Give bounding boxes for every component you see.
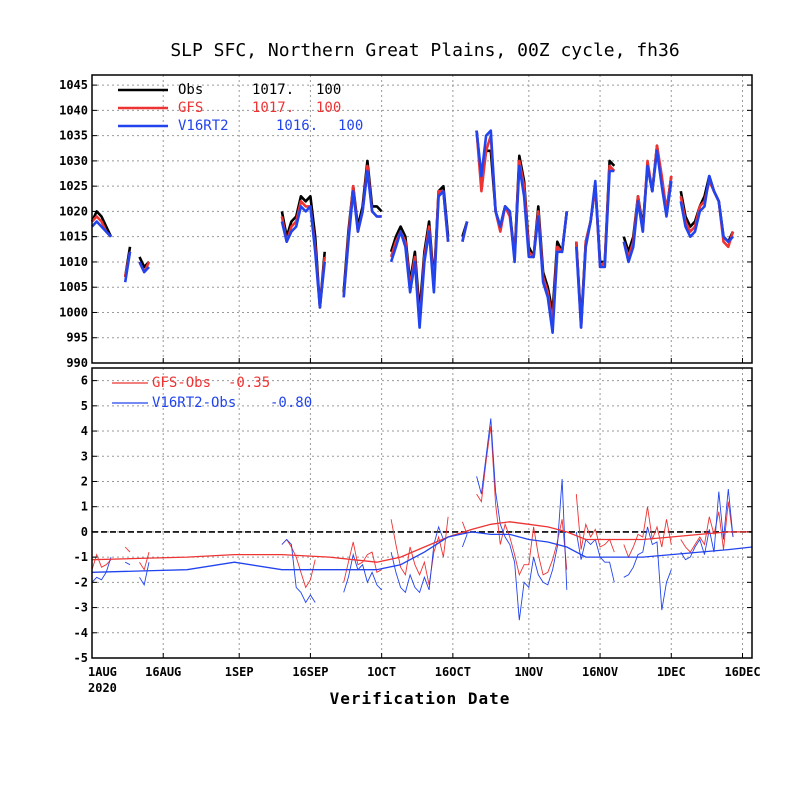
y-tick-label: 1000 bbox=[59, 305, 88, 319]
y-tick-label: 1 bbox=[81, 500, 88, 514]
series-line-v16rt2 bbox=[461, 221, 469, 242]
y-tick-label: 990 bbox=[66, 356, 88, 370]
y-tick-label: 1005 bbox=[59, 280, 88, 294]
y-tick-label: -1 bbox=[74, 550, 88, 564]
y-tick-label: -5 bbox=[74, 651, 88, 665]
y-tick-label: 1020 bbox=[59, 204, 88, 218]
daily-difference-line bbox=[390, 516, 449, 585]
y-tick-label: 1025 bbox=[59, 179, 88, 193]
daily-difference-line bbox=[623, 526, 672, 611]
series-line-v16rt2 bbox=[575, 169, 615, 329]
x-tick-label: 1AUG bbox=[88, 665, 117, 679]
y-tick-label: 1045 bbox=[59, 78, 88, 92]
daily-difference-line bbox=[461, 534, 468, 548]
legend-count: 100 bbox=[316, 100, 341, 116]
x-tick-label: 1OCT bbox=[367, 665, 396, 679]
daily-difference-line bbox=[124, 561, 131, 566]
legend-mean: 1017. bbox=[252, 100, 294, 116]
x-tick-label: 16SEP bbox=[292, 665, 328, 679]
series-line-v16rt2 bbox=[622, 149, 673, 264]
y-tick-label: -4 bbox=[74, 626, 88, 640]
y-tick-label: 1030 bbox=[59, 154, 88, 168]
series-line-obs bbox=[475, 130, 569, 314]
daily-difference-line bbox=[575, 494, 615, 553]
top-frame bbox=[91, 74, 753, 364]
y-tick-label: 6 bbox=[81, 374, 88, 388]
legend-label: V16RT2-Obs bbox=[152, 395, 236, 411]
y-tick-label: 0 bbox=[81, 525, 88, 539]
series-line-v16rt2 bbox=[91, 220, 112, 238]
legend-label: GFS bbox=[178, 100, 203, 116]
daily-difference-line bbox=[680, 501, 734, 553]
chart-title: SLP SFC, Northern Great Plains, 00Z cycl… bbox=[170, 40, 679, 61]
y-tick-label: -2 bbox=[74, 575, 88, 589]
legend-label: V16RT2 bbox=[178, 118, 229, 134]
series-line-v16rt2 bbox=[679, 174, 734, 243]
series-line-v16rt2 bbox=[342, 169, 382, 298]
legend-mean: -0.35 bbox=[228, 375, 270, 391]
x-tick-label: 1NOV bbox=[514, 665, 543, 679]
bottom-legend: GFS-Obs -0.35 V16RT2-Obs -0.80 bbox=[112, 375, 312, 411]
legend-mean: -0.80 bbox=[270, 395, 312, 411]
x-axis-tick-labels: 1AUG 16AUG 1SEP 16SEP 1OCT 16OCT 1NOV 16NOV 1DEC… bbox=[88, 665, 761, 679]
daily-difference-line bbox=[476, 418, 568, 621]
bottom-panel: -5 -4 -3 -2 -1 0 1 2 3 4 5 6 GFS-Obs -0.35 V16RT2-Obs… bbox=[74, 367, 753, 665]
x-tick-label: 16DEC bbox=[724, 665, 760, 679]
x-tick-label: 1SEP bbox=[225, 665, 254, 679]
series-line-obs bbox=[90, 210, 113, 238]
y-tick-label: 2 bbox=[81, 474, 88, 488]
top-axes: 990 995 1000 1005 1010 1015 1020 1025 1030 1035 10… bbox=[59, 74, 753, 370]
daily-difference-line bbox=[680, 488, 734, 561]
series-line-v16rt2 bbox=[138, 261, 150, 274]
legend-mean: 1017. bbox=[252, 82, 294, 98]
top-grid bbox=[91, 75, 752, 363]
y-tick-label: 5 bbox=[81, 399, 88, 413]
y-tick-label: 1035 bbox=[59, 129, 88, 143]
top-legend: Obs 1017. 100 GFS 1017. 100 V16RT2 1016. 100 bbox=[118, 82, 363, 134]
daily-difference-line bbox=[281, 538, 316, 604]
y-tick-label: 3 bbox=[81, 449, 88, 463]
series-line-obs bbox=[389, 184, 450, 314]
legend-count: 100 bbox=[338, 118, 363, 134]
legend-mean: 1016. bbox=[276, 118, 318, 134]
daily-difference-line bbox=[476, 425, 568, 577]
bottom-axes: -5 -4 -3 -2 -1 0 1 2 3 4 5 6 bbox=[74, 367, 753, 665]
top-panel: 990 995 1000 1005 1010 1015 1020 1025 1030 1035 10… bbox=[59, 74, 753, 370]
top-plot-area bbox=[90, 129, 735, 334]
series-line-gfs bbox=[475, 130, 569, 324]
y-tick-label: 995 bbox=[66, 331, 88, 345]
legend-label: Obs bbox=[178, 82, 203, 98]
y-tick-label: 4 bbox=[81, 424, 88, 438]
daily-difference-line bbox=[124, 546, 131, 553]
series-line-v16rt2 bbox=[389, 189, 450, 329]
daily-difference-line bbox=[139, 562, 150, 587]
x-year-label: 2020 bbox=[88, 681, 117, 695]
legend-label: GFS-Obs bbox=[152, 375, 211, 391]
legend-count: 100 bbox=[316, 82, 341, 98]
bottom-plot-area bbox=[91, 418, 753, 621]
daily-difference-line bbox=[390, 525, 449, 594]
running-mean-line bbox=[91, 521, 752, 563]
daily-difference-line bbox=[461, 521, 468, 535]
x-axis-label: Verification Date bbox=[330, 689, 511, 708]
series-line-v16rt2 bbox=[280, 205, 326, 309]
bottom-frame bbox=[91, 367, 753, 659]
y-tick-label: 1015 bbox=[59, 230, 88, 244]
bottom-grid bbox=[91, 368, 752, 658]
y-tick-label: 1010 bbox=[59, 255, 88, 269]
daily-difference-line bbox=[343, 541, 382, 583]
series-line-v16rt2 bbox=[123, 251, 132, 283]
x-tick-label: 1DEC bbox=[657, 665, 686, 679]
y-tick-label: -3 bbox=[74, 601, 88, 615]
x-tick-label: 16NOV bbox=[582, 665, 618, 679]
x-tick-label: 16AUG bbox=[145, 665, 181, 679]
series-line-v16rt2 bbox=[475, 129, 569, 334]
daily-difference-line bbox=[91, 556, 112, 583]
y-tick-label: 1040 bbox=[59, 103, 88, 117]
running-mean-line bbox=[91, 531, 753, 573]
x-tick-label: 16OCT bbox=[435, 665, 471, 679]
